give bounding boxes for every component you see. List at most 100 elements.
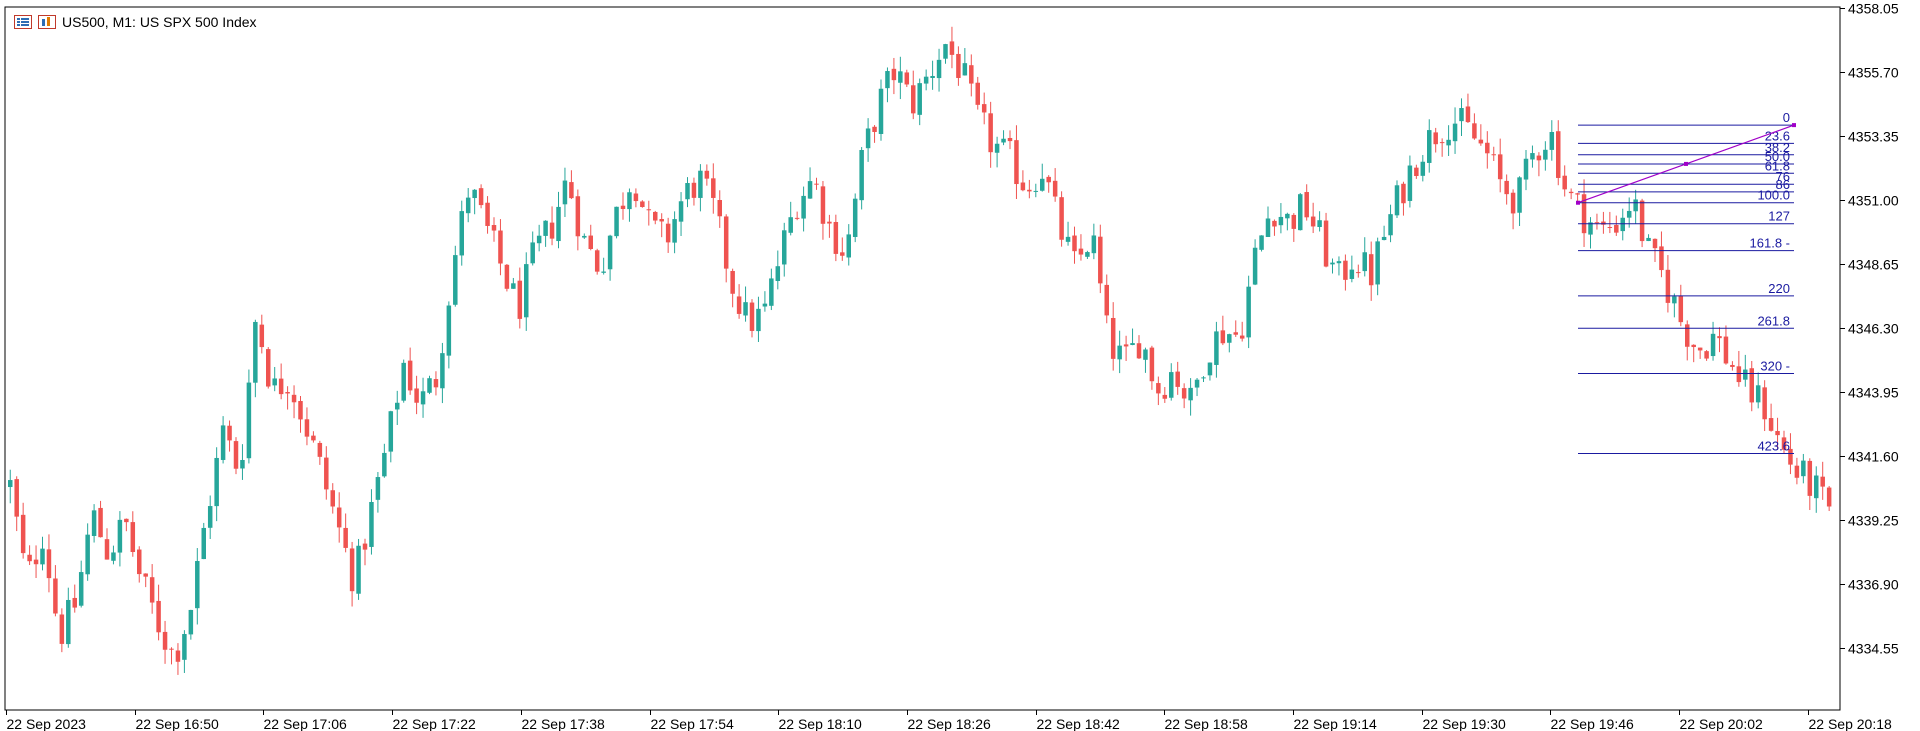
candle-body (827, 221, 832, 224)
candle-body (1472, 123, 1477, 139)
candle-body (1401, 183, 1406, 204)
candle-body (472, 189, 477, 199)
candle-body (840, 252, 845, 256)
candle-body (1156, 383, 1161, 394)
candle-body (994, 143, 1000, 153)
candle-body (1091, 235, 1097, 254)
candle-body (1252, 247, 1258, 285)
candle-body (1562, 175, 1567, 190)
candle-body (1072, 235, 1077, 252)
candle-body (14, 479, 19, 517)
fibo-level-label: 86 (1776, 177, 1790, 192)
candle-body (33, 559, 39, 565)
candle-body (756, 308, 761, 332)
candle-body (1517, 177, 1522, 213)
fibo-level-label: 220 (1768, 281, 1790, 296)
candle-body (1697, 347, 1703, 351)
candle-body (1194, 379, 1200, 388)
candle-body (1730, 364, 1735, 367)
candle-body (143, 573, 148, 577)
candle-body (1020, 182, 1026, 191)
candle-body (1575, 193, 1580, 195)
candle-body (1188, 387, 1193, 401)
candle-body (1143, 349, 1148, 360)
chart-window-icon[interactable] (38, 15, 56, 29)
candle-body (91, 510, 97, 536)
candle-body (1201, 377, 1206, 379)
candle-body (1259, 235, 1264, 250)
candle-body (1504, 180, 1509, 195)
candle-body (246, 382, 252, 459)
candle-body (1098, 236, 1103, 284)
candle-body (130, 522, 136, 553)
y-tick-label: 4343.95 (1848, 385, 1899, 401)
fibo-level-label: 161.8 - (1750, 236, 1790, 251)
candle-body (349, 548, 355, 592)
x-tick-label: 22 Sep 20:02 (1680, 716, 1764, 731)
candle-body (1110, 317, 1116, 359)
candle-body (1588, 222, 1593, 235)
candle-body (1104, 284, 1109, 316)
candle-body (524, 264, 529, 318)
candle-body (1717, 336, 1722, 339)
candle-body (1762, 387, 1767, 420)
candle-body (517, 280, 523, 319)
bar-chart-icon[interactable] (14, 15, 32, 29)
candle-body (1375, 241, 1380, 285)
candle-body (582, 235, 587, 238)
candle-body (775, 266, 781, 281)
candle-body (981, 104, 987, 113)
candle-body (1407, 165, 1413, 201)
candle-body (1014, 140, 1019, 185)
x-tick-label: 22 Sep 20:18 (1809, 716, 1893, 731)
candle-body (878, 88, 884, 134)
candle-body (1427, 130, 1432, 163)
candle-body (1272, 220, 1277, 227)
fibo-level-label: 261.8 (1757, 313, 1790, 328)
candle-body (1652, 238, 1658, 249)
candle-body (1581, 194, 1587, 234)
candle-body (788, 217, 793, 233)
candle-body (1439, 142, 1445, 144)
candle-body (917, 83, 922, 115)
candle-body (124, 518, 129, 523)
candle-body (1046, 176, 1051, 183)
candle-body (691, 182, 697, 198)
candle-body (988, 113, 993, 153)
candle-body (1233, 332, 1238, 335)
candle-body (1465, 106, 1471, 123)
trendline-anchor (1684, 161, 1688, 166)
candle-body (1549, 132, 1555, 150)
candle-body (1169, 372, 1174, 398)
y-tick-label: 4341.60 (1848, 449, 1899, 465)
candle-body (607, 235, 613, 270)
candle-body (704, 170, 710, 179)
candle-body (420, 391, 426, 405)
candle-body (904, 72, 910, 85)
candle-body (1265, 218, 1271, 237)
candle-body (898, 71, 903, 83)
x-tick-label: 22 Sep 2023 (7, 716, 87, 731)
candle-body (1556, 131, 1561, 178)
candle-body (214, 457, 219, 507)
candle-body (149, 577, 155, 603)
candle-body (1607, 227, 1613, 229)
candle-body (465, 197, 471, 214)
candle-body (1175, 371, 1180, 387)
candle-body (936, 59, 942, 79)
candle-body (1007, 137, 1013, 142)
candle-body (1620, 217, 1625, 232)
candle-body (749, 302, 755, 331)
candle-body (1807, 460, 1813, 496)
candle-body (27, 554, 32, 562)
fibo-level-label: 100.0 (1757, 188, 1790, 203)
candle-body (1749, 368, 1754, 403)
candle-body (627, 192, 632, 210)
candle-body (678, 201, 684, 222)
candle-body (1220, 330, 1226, 344)
candle-body (1330, 262, 1335, 265)
fibo-level-label: 127 (1768, 209, 1790, 224)
candle-body (498, 230, 503, 264)
